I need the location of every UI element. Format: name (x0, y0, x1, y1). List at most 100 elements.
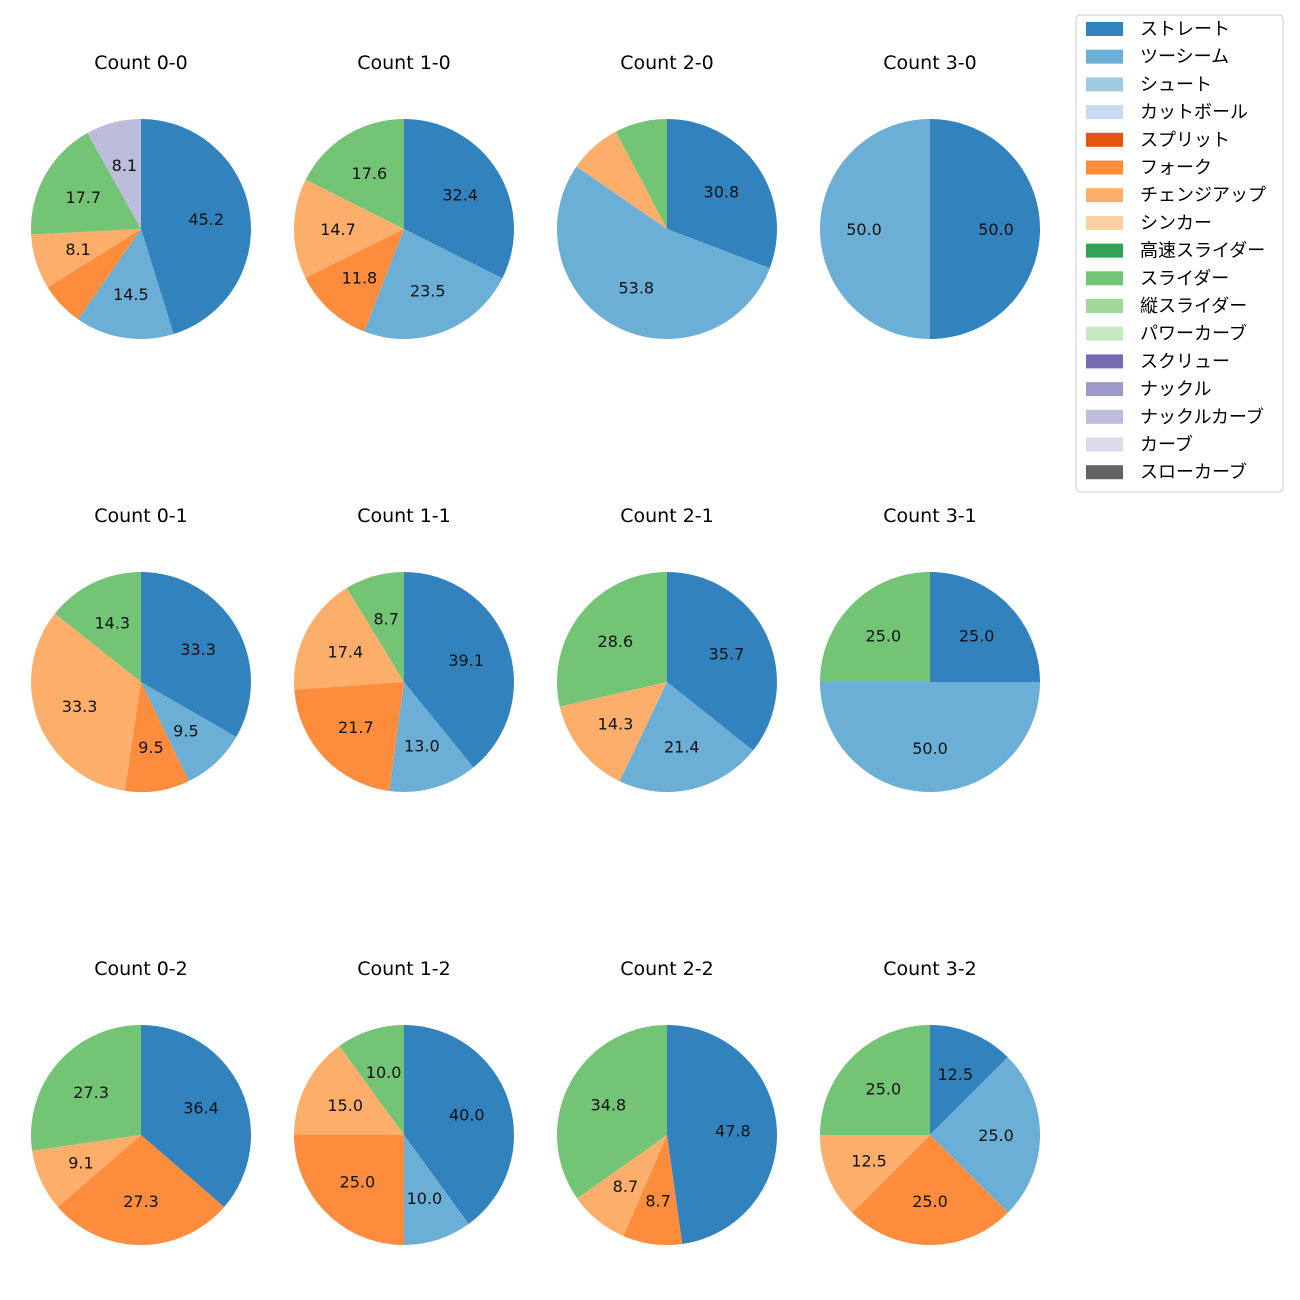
legend-swatch (1086, 465, 1123, 480)
slice-label: 35.7 (709, 644, 745, 663)
slice-label: 25.0 (959, 626, 995, 645)
pie-slice (141, 682, 237, 782)
slice-label: 50.0 (978, 220, 1014, 239)
pie-slice (404, 1135, 469, 1245)
legend-label: スローカーブ (1140, 461, 1247, 483)
slice-label: 23.5 (410, 282, 446, 301)
legend-label: ナックル (1140, 379, 1211, 400)
slice-label: 53.8 (618, 278, 654, 297)
pie-slice (364, 229, 503, 339)
slice-label: 47.8 (715, 1121, 751, 1140)
pie-6: Count 1-1 39.1 13.0 21.7 17.4 8.7 (293, 505, 514, 792)
slice-label: 40.0 (449, 1106, 485, 1125)
legend-frame (1075, 14, 1284, 493)
slice-label: 14.5 (113, 285, 149, 304)
pie-slice (930, 1025, 1008, 1135)
pie-slice (141, 119, 251, 335)
pie-slice (78, 229, 174, 339)
pie-title: Count 2-0 (620, 52, 714, 74)
pie-title: Count 0-0 (94, 52, 188, 74)
pie-slice (339, 1025, 404, 1135)
slice-label: 36.4 (183, 1099, 219, 1118)
legend-swatch (1086, 132, 1123, 147)
pie-slice (852, 1135, 1008, 1245)
pie-title: Count 3-2 (883, 958, 977, 980)
pie-slice (141, 572, 251, 737)
slice-label: 8.1 (65, 240, 90, 259)
pie-3: Count 2-0 30.8 53.8 (556, 52, 777, 340)
pie-slice (577, 1135, 667, 1236)
pie-9: Count 0-2 36.4 27.3 9.1 27.3 (30, 958, 251, 1246)
slice-label: 32.4 (442, 185, 478, 204)
legend-swatch (1086, 243, 1123, 258)
legend-swatch (1086, 354, 1123, 369)
slice-label: 45.2 (188, 210, 224, 229)
legend-label: チェンジアップ (1140, 185, 1266, 206)
slice-label: 14.3 (598, 714, 634, 733)
pie-slice (389, 682, 474, 792)
pie-1: Count 0-0 45.2 14.5 8.1 17.7 8.1 (31, 52, 251, 339)
pie-slice (623, 1135, 683, 1245)
pie-slice (293, 179, 404, 278)
slice-label: 14.3 (94, 614, 130, 633)
pie-title: Count 1-2 (357, 958, 451, 980)
slice-label: 17.7 (65, 188, 101, 207)
slice-label: 25.0 (866, 1079, 902, 1098)
slice-label: 27.3 (123, 1192, 159, 1211)
slice-label: 50.0 (846, 220, 882, 239)
slice-label: 14.7 (320, 220, 356, 239)
legend-label: シュート (1140, 74, 1212, 95)
legend-swatch (1086, 326, 1123, 341)
legend-label: カーブ (1140, 434, 1193, 456)
slice-label: 25.0 (912, 1192, 948, 1211)
pie-slice (557, 1025, 667, 1199)
slice-label: 34.8 (591, 1096, 627, 1115)
pie-slice (930, 1057, 1040, 1213)
pie-slice (819, 1135, 930, 1213)
slice-label: 30.8 (704, 183, 740, 202)
pie-slice (31, 132, 141, 235)
slice-label: 12.5 (851, 1151, 887, 1170)
pie-slice (820, 682, 1040, 792)
legend-swatch (1086, 271, 1123, 286)
legend-label: パワーカーブ (1140, 323, 1247, 345)
slice-label: 10.0 (407, 1189, 443, 1208)
legend-label: 縦スライダー (1140, 296, 1247, 317)
pie-slice (615, 119, 667, 229)
pie-11: Count 2-2 47.8 8.7 8.7 34.8 (557, 958, 777, 1245)
legend-label: ナックルカーブ (1140, 406, 1264, 428)
legend-label: 高速スライダー (1140, 241, 1265, 262)
pie-slice (820, 1025, 930, 1135)
pie-slice (404, 572, 514, 768)
pie-slice (31, 613, 141, 791)
slice-label: 9.5 (173, 721, 198, 740)
legend-swatch (1086, 382, 1123, 397)
pie-slice (346, 572, 404, 682)
pie-slice (930, 119, 1040, 339)
slice-label: 21.4 (664, 737, 700, 756)
pie-slice (294, 1046, 404, 1135)
legend-swatch (1086, 299, 1123, 313)
slice-label: 10.0 (366, 1063, 402, 1082)
pie-slice (404, 1025, 514, 1224)
pie-slice (305, 229, 404, 332)
pie-slice (124, 682, 189, 792)
pie-slice (30, 1025, 142, 1151)
legend-swatch (1086, 215, 1123, 230)
pie-slice (667, 119, 777, 269)
legend-swatch (1086, 105, 1123, 120)
pie-title: Count 3-0 (883, 52, 977, 74)
pie-slice (404, 119, 514, 279)
slice-label: 8.7 (613, 1177, 638, 1196)
legend: ストレートツーシームシュートカットボールスプリットフォークチェンジアップシンカー… (1075, 14, 1284, 493)
pie-title: Count 2-2 (620, 958, 714, 980)
slice-label: 33.3 (62, 697, 98, 716)
slice-label: 12.5 (937, 1065, 973, 1084)
pie-slice (87, 119, 141, 229)
pie-8: Count 3-1 25.0 50.0 25.0 (820, 505, 1040, 792)
pie-slice (32, 1135, 141, 1208)
pies-group: Count 0-0 45.2 14.5 8.1 17.7 8.1 Count 1-0 32.4… (30, 52, 1040, 1246)
legend-swatch (1086, 77, 1123, 92)
legend-label: カットボール (1140, 102, 1248, 123)
